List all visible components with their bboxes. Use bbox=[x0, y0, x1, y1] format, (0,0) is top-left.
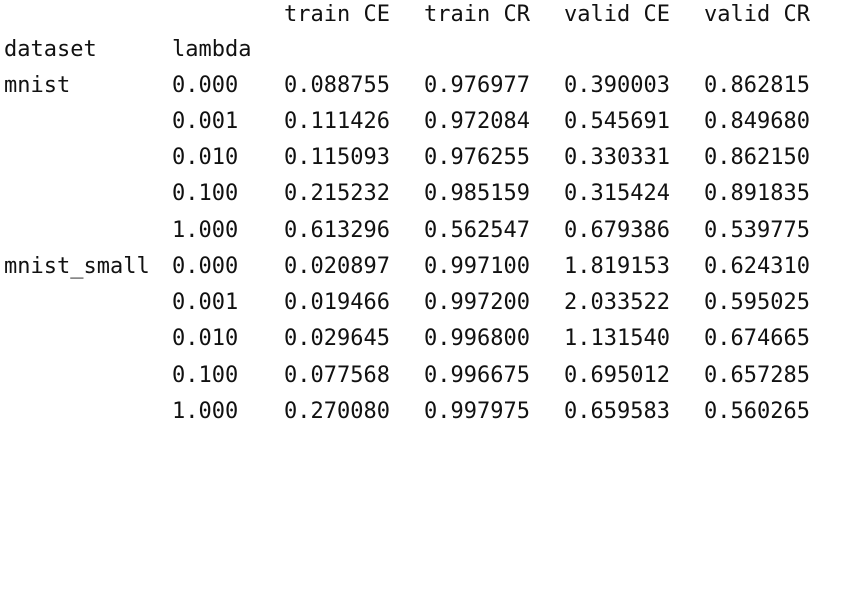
row-train-ce: 0.088755 bbox=[284, 73, 390, 98]
row-valid-cr: 0.891835 bbox=[704, 181, 810, 206]
row-lambda: 0.100 bbox=[172, 181, 239, 206]
row-lambda: 0.001 bbox=[172, 109, 239, 134]
column-header-valid-ce: valid CE bbox=[564, 2, 670, 27]
row-train-ce: 0.077568 bbox=[284, 363, 390, 388]
table-row: 0.001 0.019466 0.997200 2.033522 0.59502… bbox=[4, 288, 840, 318]
row-train-cr: 0.997200 bbox=[424, 290, 530, 315]
table-row: 0.010 0.115093 0.976255 0.330331 0.86215… bbox=[4, 143, 840, 173]
row-valid-cr: 0.657285 bbox=[704, 363, 810, 388]
row-train-cr: 0.985159 bbox=[424, 181, 530, 206]
row-train-ce: 0.029645 bbox=[284, 326, 390, 351]
dataframe-output: train CE train CR valid CE valid CR data… bbox=[4, 0, 840, 430]
row-train-ce: 0.115093 bbox=[284, 145, 390, 170]
index-header-lambda: lambda bbox=[172, 37, 252, 62]
row-valid-ce: 0.679386 bbox=[564, 218, 670, 243]
column-header-train-ce: train CE bbox=[284, 2, 390, 27]
table-row: 0.100 0.077568 0.996675 0.695012 0.65728… bbox=[4, 361, 840, 391]
row-valid-cr: 0.862150 bbox=[704, 145, 810, 170]
row-lambda: 0.000 bbox=[172, 73, 239, 98]
row-train-ce: 0.020897 bbox=[284, 254, 390, 279]
index-header-row: dataset lambda bbox=[4, 35, 840, 65]
row-valid-ce: 0.330331 bbox=[564, 145, 670, 170]
row-train-ce: 0.111426 bbox=[284, 109, 390, 134]
table-row: 0.100 0.215232 0.985159 0.315424 0.89183… bbox=[4, 179, 840, 209]
row-valid-ce: 0.545691 bbox=[564, 109, 670, 134]
table-row: mnist 0.000 0.088755 0.976977 0.390003 0… bbox=[4, 71, 840, 101]
row-train-ce: 0.270080 bbox=[284, 399, 390, 424]
row-valid-cr: 0.849680 bbox=[704, 109, 810, 134]
row-valid-cr: 0.624310 bbox=[704, 254, 810, 279]
row-dataset: mnist_small bbox=[4, 254, 150, 279]
table-row: 1.000 0.270080 0.997975 0.659583 0.56026… bbox=[4, 397, 840, 427]
row-dataset: mnist bbox=[4, 73, 71, 98]
table-row: mnist_small 0.000 0.020897 0.997100 1.81… bbox=[4, 252, 840, 282]
row-train-cr: 0.976977 bbox=[424, 73, 530, 98]
row-valid-ce: 0.659583 bbox=[564, 399, 670, 424]
row-valid-ce: 0.695012 bbox=[564, 363, 670, 388]
row-lambda: 0.100 bbox=[172, 363, 239, 388]
row-train-cr: 0.997100 bbox=[424, 254, 530, 279]
row-lambda: 0.000 bbox=[172, 254, 239, 279]
column-header-train-cr: train CR bbox=[424, 2, 530, 27]
row-lambda: 1.000 bbox=[172, 399, 239, 424]
table-row: 0.001 0.111426 0.972084 0.545691 0.84968… bbox=[4, 107, 840, 137]
row-valid-ce: 0.315424 bbox=[564, 181, 670, 206]
row-lambda: 1.000 bbox=[172, 218, 239, 243]
column-header-row: train CE train CR valid CE valid CR bbox=[4, 0, 840, 30]
row-train-cr: 0.996675 bbox=[424, 363, 530, 388]
row-train-cr: 0.976255 bbox=[424, 145, 530, 170]
row-train-ce: 0.215232 bbox=[284, 181, 390, 206]
index-header-dataset: dataset bbox=[4, 37, 97, 62]
row-lambda: 0.010 bbox=[172, 326, 239, 351]
row-train-cr: 0.996800 bbox=[424, 326, 530, 351]
row-valid-ce: 0.390003 bbox=[564, 73, 670, 98]
column-header-valid-cr: valid CR bbox=[704, 2, 810, 27]
row-train-ce: 0.613296 bbox=[284, 218, 390, 243]
row-train-cr: 0.997975 bbox=[424, 399, 530, 424]
table-row: 1.000 0.613296 0.562547 0.679386 0.53977… bbox=[4, 216, 840, 246]
row-valid-cr: 0.595025 bbox=[704, 290, 810, 315]
row-lambda: 0.001 bbox=[172, 290, 239, 315]
row-valid-cr: 0.862815 bbox=[704, 73, 810, 98]
row-valid-cr: 0.560265 bbox=[704, 399, 810, 424]
row-lambda: 0.010 bbox=[172, 145, 239, 170]
row-valid-ce: 1.131540 bbox=[564, 326, 670, 351]
row-train-cr: 0.562547 bbox=[424, 218, 530, 243]
table-row: 0.010 0.029645 0.996800 1.131540 0.67466… bbox=[4, 324, 840, 354]
row-valid-cr: 0.674665 bbox=[704, 326, 810, 351]
row-train-cr: 0.972084 bbox=[424, 109, 530, 134]
row-valid-ce: 1.819153 bbox=[564, 254, 670, 279]
row-valid-ce: 2.033522 bbox=[564, 290, 670, 315]
row-train-ce: 0.019466 bbox=[284, 290, 390, 315]
row-valid-cr: 0.539775 bbox=[704, 218, 810, 243]
